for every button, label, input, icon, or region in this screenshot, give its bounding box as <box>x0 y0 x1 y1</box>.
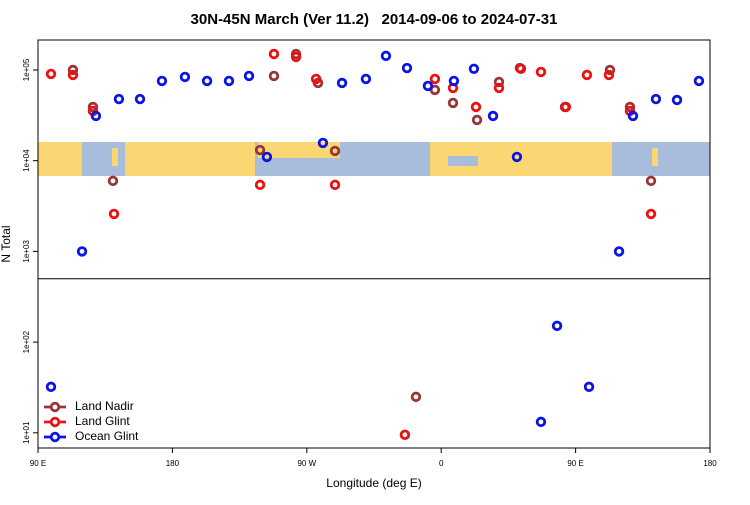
point <box>108 208 120 220</box>
point <box>604 64 616 76</box>
x-axis-label: Longitude (deg E) <box>326 476 421 490</box>
point <box>468 63 480 75</box>
legend-marker <box>49 416 61 428</box>
point <box>401 62 413 74</box>
point <box>90 110 102 122</box>
point <box>410 391 422 403</box>
point <box>179 71 191 83</box>
point <box>380 50 392 62</box>
x-tick-label: 180 <box>166 459 180 468</box>
legend-label: Ocean Glint <box>75 429 139 443</box>
point <box>511 151 523 163</box>
point <box>583 381 595 393</box>
point <box>67 69 79 81</box>
point <box>493 82 505 94</box>
point <box>76 246 88 257</box>
point <box>360 73 372 85</box>
legend-marker <box>49 431 61 443</box>
x-tick-label: 180 <box>703 459 717 468</box>
point <box>201 75 213 87</box>
y-tick-label: 1e+02 <box>22 330 31 353</box>
point <box>134 93 146 105</box>
point <box>645 208 657 220</box>
x-tick-label: 90 E <box>30 459 46 468</box>
point <box>268 48 280 60</box>
x-tick-label: 90 E <box>567 459 583 468</box>
point <box>493 76 505 88</box>
point <box>113 93 125 105</box>
point <box>627 110 639 122</box>
point <box>329 179 341 191</box>
point <box>310 73 322 85</box>
y-tick-label: 1e+04 <box>22 149 31 172</box>
plot-frame <box>37 39 711 449</box>
point <box>254 144 266 156</box>
legend-label: Land Glint <box>75 414 130 428</box>
point <box>254 179 266 191</box>
point <box>535 416 547 428</box>
y-tick-label: 1e+03 <box>22 240 31 263</box>
y-tick-label: 1e+05 <box>22 58 31 81</box>
point <box>107 175 119 187</box>
legend-marker <box>49 401 61 413</box>
y-axis-label: N Total <box>0 225 13 262</box>
point <box>624 101 636 113</box>
point <box>156 75 168 87</box>
point <box>45 68 57 80</box>
point <box>603 69 615 81</box>
point <box>290 51 302 63</box>
point <box>317 137 329 149</box>
y-tick-label: 1e+01 <box>22 421 31 444</box>
point <box>268 70 280 82</box>
legend-label: Land Nadir <box>75 399 134 413</box>
point <box>45 381 57 393</box>
point <box>448 75 460 87</box>
point <box>551 320 563 332</box>
point <box>471 114 483 126</box>
point <box>581 69 593 81</box>
point <box>399 429 411 441</box>
x-tick-label: 0 <box>439 459 444 468</box>
point <box>422 80 434 92</box>
point <box>650 93 662 105</box>
point <box>87 101 99 113</box>
point <box>645 175 657 187</box>
point <box>447 97 459 109</box>
point <box>560 101 572 113</box>
point <box>535 66 547 78</box>
point <box>261 151 273 163</box>
x-tick-label: 90 W <box>297 459 316 468</box>
point <box>470 101 482 113</box>
point <box>336 77 348 89</box>
point <box>67 64 79 76</box>
point <box>223 75 235 87</box>
point <box>671 94 683 106</box>
point <box>329 145 341 157</box>
world-map <box>38 142 710 176</box>
point <box>243 70 255 82</box>
point <box>487 110 499 122</box>
point <box>693 75 705 87</box>
point <box>515 63 527 75</box>
point <box>429 73 441 85</box>
chart-title: 30N-45N March (Ver 11.2) 2014-09-06 to 2… <box>191 11 558 28</box>
point <box>613 246 625 257</box>
